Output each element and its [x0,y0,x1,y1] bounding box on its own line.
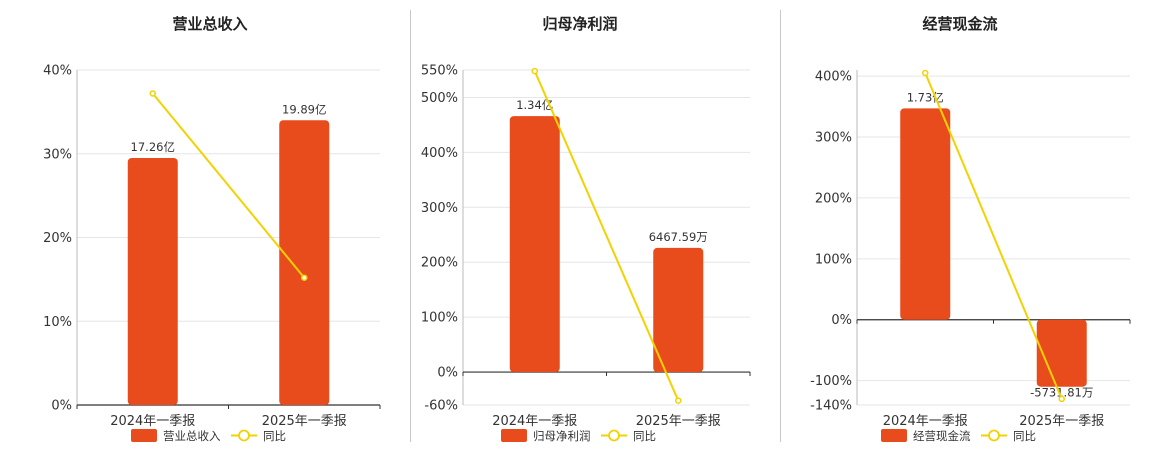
legend-line-marker [988,429,1000,442]
chart-title: 归母净利润 [542,15,617,33]
x-tick-label: 2025年一季报 [1019,414,1104,429]
x-tick-label: 2024年一季报 [110,414,195,429]
bar-data-label: 17.26亿 [131,140,175,154]
y-tick-label: 200% [421,256,458,271]
bar-data-label: 19.89亿 [282,102,326,116]
yoy-line [533,70,680,402]
x-tick-label: 2025年一季报 [636,414,721,429]
y-tick-label: -60% [424,399,458,414]
y-tick-label: 20% [43,231,72,246]
legend-bar-label: 经营现金流 [913,429,971,443]
chart-2: 归母净利润 -60% 0% 100% 200% 300% 400% 500% 550% 1.34亿… [421,15,751,443]
legend-bar-swatch [131,429,157,442]
legend-bar-swatch [501,429,527,442]
chart-title: 经营现金流 [922,15,997,33]
yoy-line [151,92,306,279]
bar [900,108,951,320]
y-tick-label: 500% [421,91,458,106]
y-tick-label: 550% [421,64,458,79]
legend-line-marker [608,429,620,442]
yoy-point [922,69,929,77]
x-tick-label: 2025年一季报 [262,414,347,429]
legend-line-marker [238,429,250,442]
y-tick-label: 400% [815,70,852,85]
x-tick-label: 2024年一季报 [883,414,968,429]
bar [127,157,178,405]
chart-title: 营业总收入 [172,15,247,33]
yoy-line [924,72,1063,400]
y-tick-label: 0% [831,313,852,328]
panel-divider-1 [410,10,411,442]
bar [279,120,330,405]
yoy-point [531,67,538,75]
y-tick-label: 100% [421,311,458,326]
bar [653,247,704,373]
yoy-point [1058,395,1065,403]
bar [509,116,560,373]
y-tick-label: 200% [815,191,852,206]
y-tick-label: 400% [421,146,458,161]
y-tick-label: 0% [437,366,458,381]
y-tick-label: 100% [815,252,852,267]
panel-divider-2 [780,10,781,442]
y-tick-label: -100% [810,374,852,389]
bar-data-label: 1.34亿 [516,98,553,112]
y-tick-label: 40% [43,64,72,79]
y-tick-label: 10% [43,315,72,330]
yoy-point [675,397,682,404]
chart-1: 营业总收入 0% 10% 20% 30% 40% 17.26亿 19.89亿 2024年一季报 2… [43,15,381,443]
yoy-point [149,90,156,97]
bar-data-label: -5731.81万 [1030,386,1093,400]
y-tick-label: 300% [421,201,458,216]
legend-line-label: 同比 [263,429,286,443]
y-tick-label: 0% [51,399,72,414]
legend-bar-label: 营业总收入 [163,429,221,443]
y-tick-label: 300% [815,131,852,146]
y-tick-label: 30% [43,147,72,162]
legend-line-label: 同比 [1013,429,1036,443]
chart-3: 经营现金流-140%-100%0%100%200%300%400%1.73亿-5… [810,15,1131,443]
yoy-point [301,274,308,281]
x-tick-label: 2024年一季报 [492,414,577,429]
bar [1036,319,1087,387]
legend-bar-swatch [881,429,907,442]
bar-data-label: 6467.59万 [649,230,708,244]
y-tick-label: -140% [810,399,852,414]
legend-bar-label: 归母净利润 [533,429,591,443]
legend-line-label: 同比 [633,429,656,443]
